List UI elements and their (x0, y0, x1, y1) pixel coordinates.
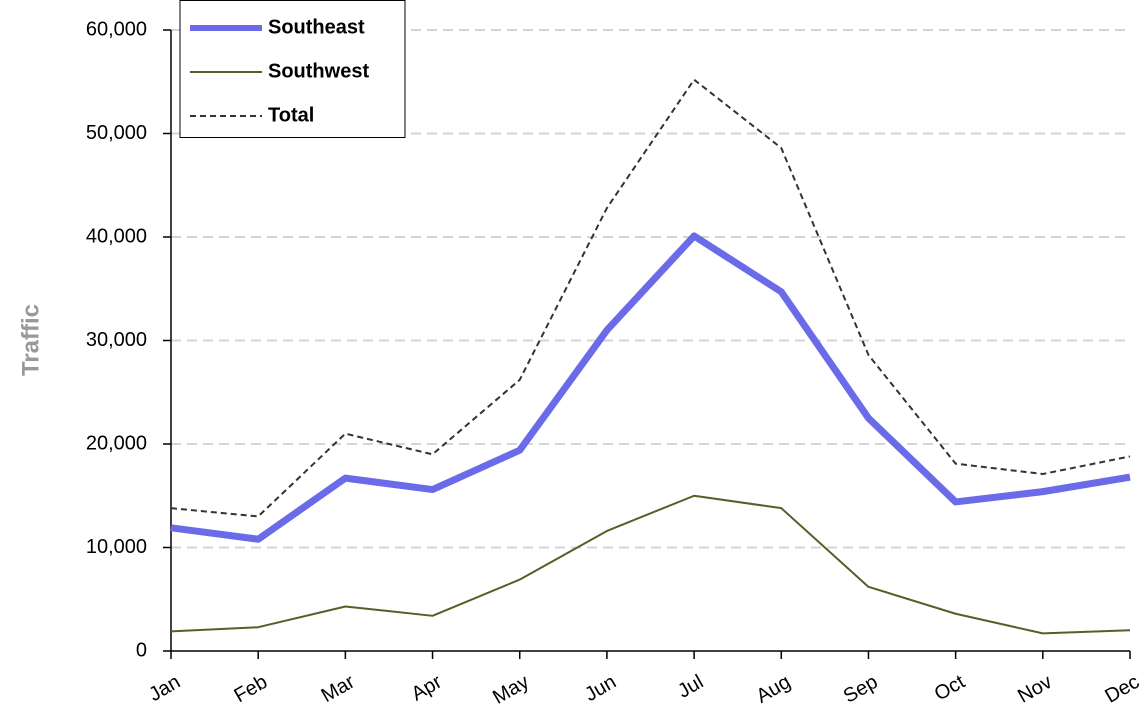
x-tick-label: Aug (753, 671, 795, 708)
y-tick-label: 60,000 (86, 18, 147, 40)
y-axis-label: Traffic (17, 304, 44, 376)
x-tick-label: Apr (408, 671, 446, 706)
legend-label: Southeast (268, 16, 365, 38)
x-tick-label: Dec (1101, 671, 1140, 708)
y-tick-label: 10,000 (86, 536, 147, 558)
y-tick-label: 20,000 (86, 432, 147, 454)
x-tick-label: Nov (1014, 671, 1056, 708)
x-tick-label: Feb (230, 671, 271, 707)
x-tick-label: Sep (840, 671, 882, 708)
x-tick-label: Mar (318, 671, 359, 707)
series-line (170, 494, 1131, 635)
legend-label: Southwest (268, 60, 369, 82)
y-tick-label: 0 (136, 639, 147, 661)
legend: Southeast Southwest Total (179, 0, 406, 138)
legend-label: Total (268, 104, 314, 126)
y-tick-label: 40,000 (86, 225, 147, 247)
x-tick-label: Oct (931, 671, 969, 706)
x-tick-label: Jan (145, 671, 184, 706)
y-tick-label: 30,000 (86, 329, 147, 351)
y-tick-label: 50,000 (86, 122, 147, 144)
legend-box (179, 0, 406, 138)
x-tick-label: Jun (581, 671, 620, 706)
x-tick-label: May (489, 671, 533, 709)
series-line (170, 232, 1131, 543)
x-tick-label: Jul (674, 671, 707, 703)
series-line (170, 78, 1131, 518)
